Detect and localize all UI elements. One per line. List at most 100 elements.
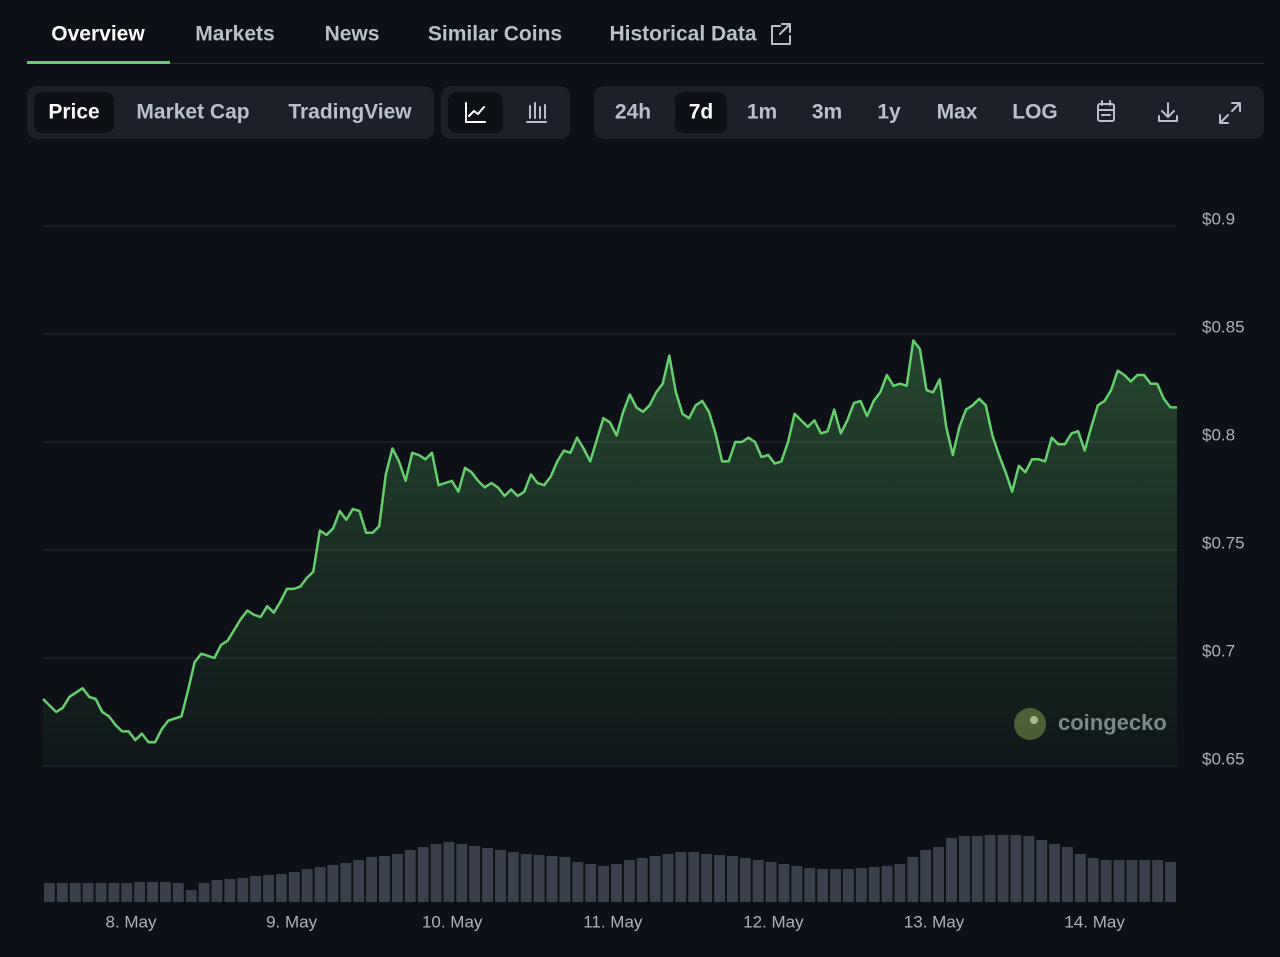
volume-bar: [572, 862, 584, 902]
volume-bar: [662, 854, 674, 902]
tab[interactable]: Similar Coins: [428, 23, 562, 46]
volume-bar: [69, 883, 81, 902]
volume-bar: [288, 872, 300, 902]
volume-bar: [482, 848, 494, 902]
tab[interactable]: News: [325, 23, 380, 46]
volume-bar: [933, 847, 945, 902]
line-chart-icon[interactable]: [465, 102, 486, 123]
tab[interactable]: Markets: [195, 23, 274, 46]
volume-bar: [417, 847, 429, 902]
x-tick-label: 11. May: [583, 912, 643, 931]
x-tick-label: 10. May: [422, 912, 483, 931]
mode-button[interactable]: Market Cap: [136, 101, 249, 124]
price-line: [42, 339, 1177, 744]
volume-bar: [958, 836, 970, 902]
fullscreen-icon[interactable]: [1219, 102, 1241, 124]
calendar-icon[interactable]: [1097, 100, 1115, 122]
volume-bar: [404, 850, 416, 902]
download-icon[interactable]: [1158, 102, 1178, 122]
range-button[interactable]: LOG: [1012, 101, 1058, 124]
volume-bar: [830, 869, 841, 902]
mode-button[interactable]: Price: [48, 101, 99, 124]
volume-bar: [842, 869, 854, 902]
volume-bar: [971, 836, 983, 902]
volume-bar: [211, 880, 223, 902]
volume-bar: [907, 857, 919, 902]
volume-bar: [353, 860, 365, 902]
volume-bar: [546, 856, 558, 902]
volume-bar: [623, 860, 635, 902]
volume-bar: [44, 883, 55, 902]
range-button[interactable]: 24h: [615, 101, 651, 124]
volume-bar: [495, 850, 506, 902]
volume-bar: [275, 874, 287, 902]
volume-bar: [159, 882, 171, 902]
external-link-icon: [771, 23, 791, 45]
volume-bar: [817, 869, 829, 902]
volume-bar: [1139, 860, 1151, 902]
mode-button[interactable]: TradingView: [288, 101, 412, 124]
volume-bar: [263, 875, 274, 902]
volume-bar: [855, 868, 867, 902]
volume-bar: [701, 854, 713, 902]
volume-bar: [675, 852, 687, 902]
volume-bar: [1049, 844, 1061, 902]
volume-bar: [611, 864, 622, 902]
volume-bar: [507, 852, 519, 902]
volume-bar: [443, 842, 455, 902]
volume-bar: [984, 835, 996, 902]
volume-bar: [1152, 860, 1164, 902]
volume-bar: [765, 862, 777, 902]
volume-bar: [559, 857, 571, 902]
volume-bar: [649, 856, 661, 902]
volume-bar: [314, 867, 326, 902]
y-tick-label: $0.8: [1202, 425, 1235, 444]
volume-bar: [366, 857, 378, 902]
range-button[interactable]: 3m: [812, 101, 842, 124]
plot: $0.65 $0.7 $0.75 $0.8 $0.85 $0.9 8. May 9. May 1…: [42, 209, 1245, 931]
x-tick-label: 12. May: [743, 912, 804, 931]
volume-bar: [1036, 840, 1048, 902]
volume-bar: [533, 855, 545, 902]
x-tick-label: 9. May: [266, 912, 318, 931]
tab[interactable]: Historical Data: [609, 23, 756, 46]
volume-bar: [430, 844, 442, 902]
range-button[interactable]: Max: [937, 101, 978, 124]
active-button: [675, 92, 727, 133]
tab[interactable]: Overview: [51, 23, 145, 46]
candle-chart-icon[interactable]: [526, 102, 547, 123]
active-button: [34, 92, 114, 133]
volume-bar: [881, 866, 893, 902]
toolbar: [27, 86, 434, 139]
range-button[interactable]: 1y: [877, 101, 901, 124]
active-tab-underline: [27, 61, 170, 64]
volume-bar: [1100, 860, 1112, 902]
volume-bar: [688, 852, 700, 902]
x-tick-label: 8. May: [105, 912, 157, 931]
x-tick-label: 14. May: [1064, 912, 1125, 931]
volume-bar: [379, 856, 390, 902]
volume-bar: [82, 883, 94, 902]
toolbar: [594, 86, 1264, 139]
volume-bar: [752, 860, 764, 902]
volume-bar: [224, 879, 236, 902]
volume-bar: [456, 844, 468, 902]
range-button[interactable]: 7d: [689, 101, 714, 124]
y-tick-label: $0.7: [1202, 641, 1235, 660]
volume-bar: [585, 864, 597, 902]
volume-bar: [185, 890, 197, 902]
range-button[interactable]: 1m: [747, 101, 777, 124]
volume-bar: [1074, 854, 1086, 902]
volume-bar: [1126, 860, 1138, 902]
volume-bar: [726, 856, 738, 902]
volume-bar: [301, 869, 313, 902]
volume-bar: [714, 855, 725, 902]
volume-bar: [920, 850, 932, 902]
volume-bar: [250, 876, 262, 902]
volume-bar: [1010, 835, 1022, 902]
volume-bar: [108, 883, 120, 902]
volume-bar: [327, 865, 339, 902]
volume-bar: [1062, 847, 1073, 902]
volume-bar: [868, 867, 880, 902]
volume-bar: [1087, 858, 1099, 902]
